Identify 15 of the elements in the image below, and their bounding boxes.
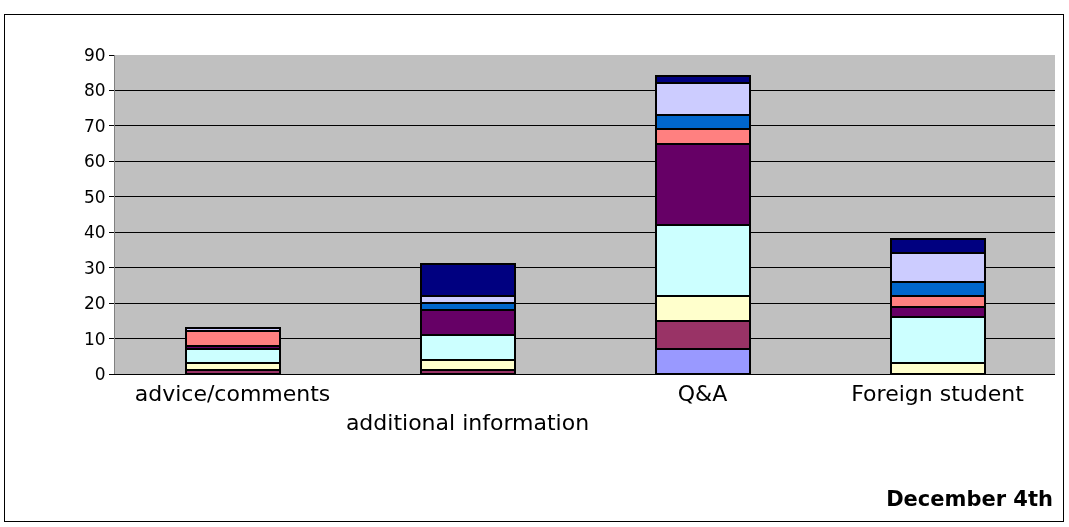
y-tick-label: 70 [83, 115, 106, 136]
y-tick-label: 10 [83, 328, 106, 349]
y-tick-label: 40 [83, 222, 106, 243]
y-tick-label: 20 [83, 293, 106, 314]
text: December 4th [886, 486, 1053, 511]
y-tick-label: 80 [83, 80, 106, 101]
y-tick-label: 30 [83, 257, 106, 278]
x-tick-label: advice/comments [134, 381, 331, 407]
y-tick-label: 0 [94, 363, 106, 384]
y-tick-label: 60 [83, 151, 106, 172]
y-tick-label: 50 [83, 186, 106, 207]
x-tick-label: additional information [345, 410, 590, 435]
x-tick-label: Foreign student [851, 381, 1025, 407]
x-tick-label: Q&A [677, 381, 728, 407]
y-tick-label: 90 [83, 44, 106, 65]
